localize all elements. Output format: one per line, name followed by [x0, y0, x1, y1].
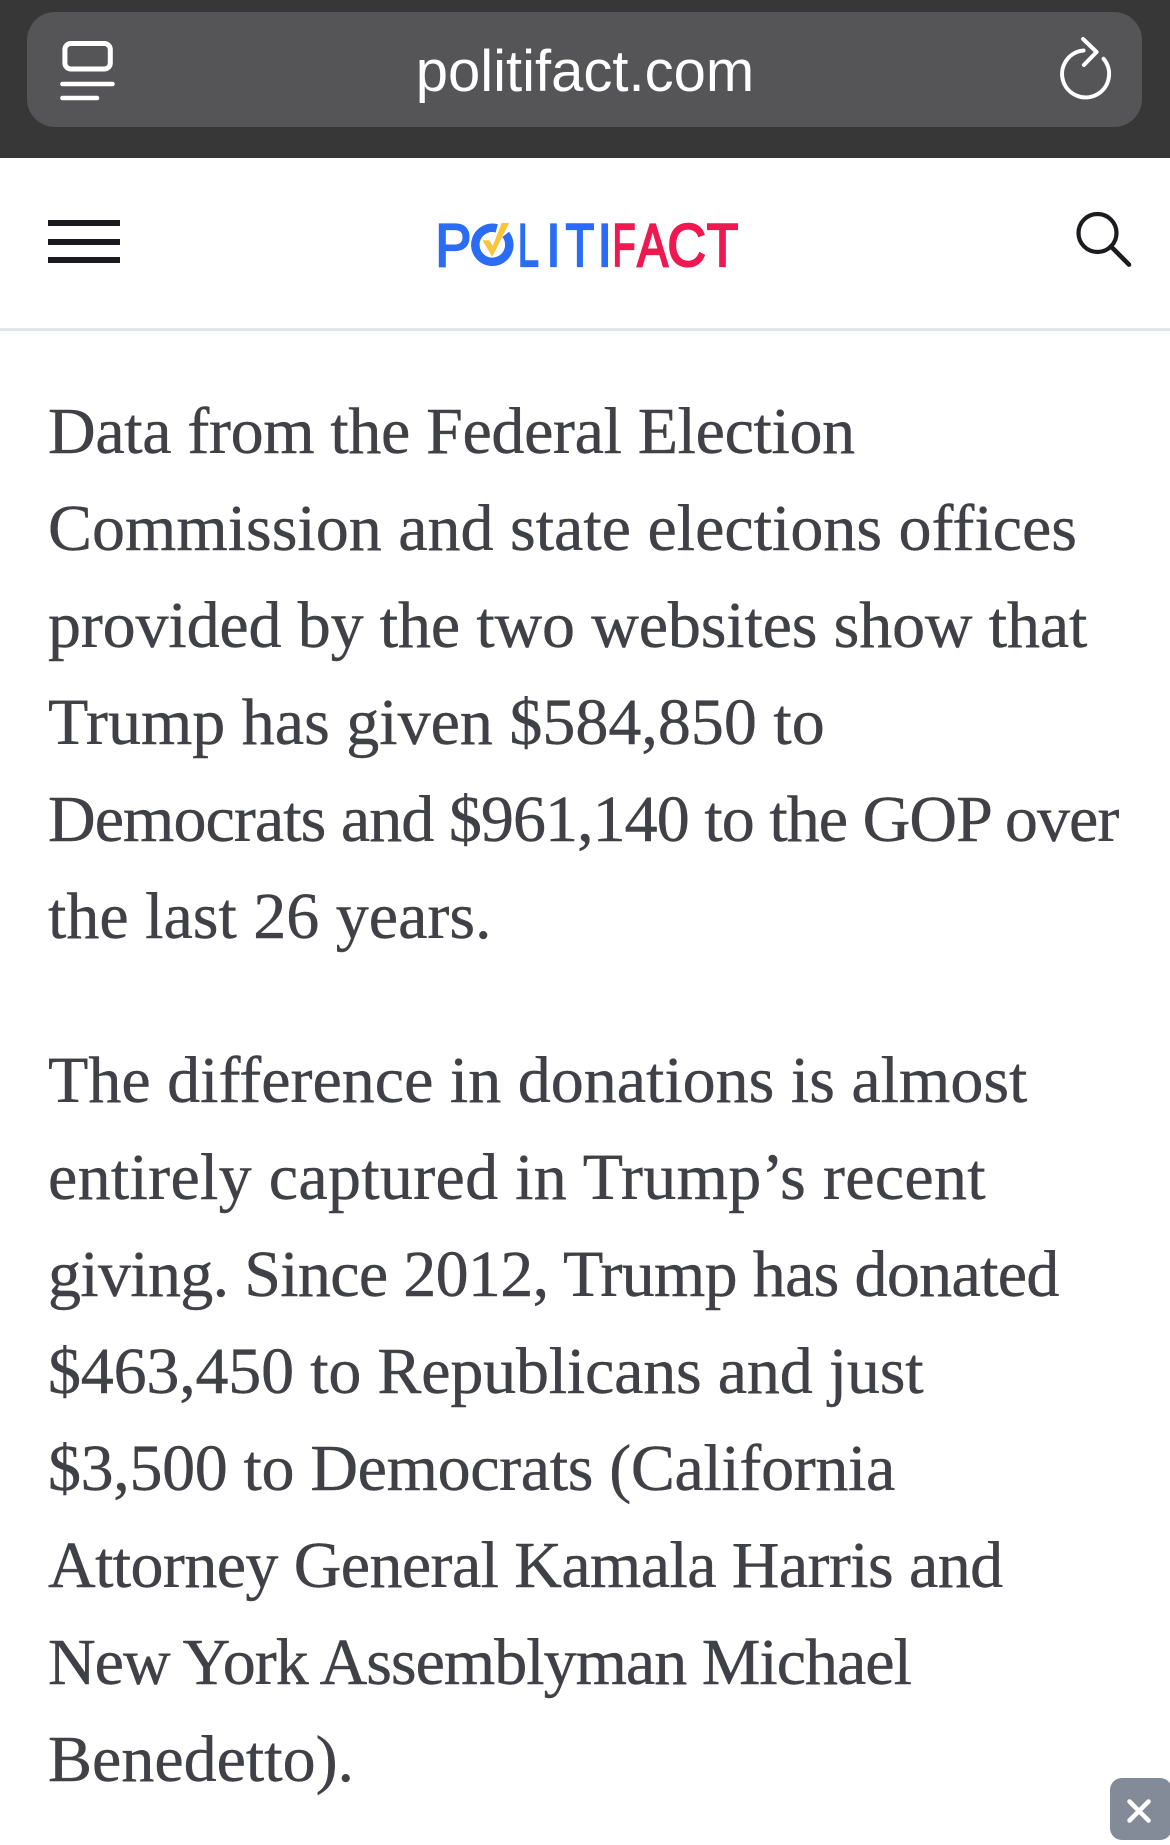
svg-text:F: F — [612, 212, 635, 279]
svg-text:I: I — [546, 212, 560, 279]
svg-text:T: T — [566, 212, 595, 279]
svg-text:L: L — [518, 212, 539, 279]
svg-text:A: A — [637, 213, 668, 279]
svg-text:T: T — [707, 211, 739, 279]
svg-text:P: P — [435, 212, 471, 279]
svg-text:I: I — [598, 212, 612, 279]
svg-text:C: C — [667, 213, 706, 280]
